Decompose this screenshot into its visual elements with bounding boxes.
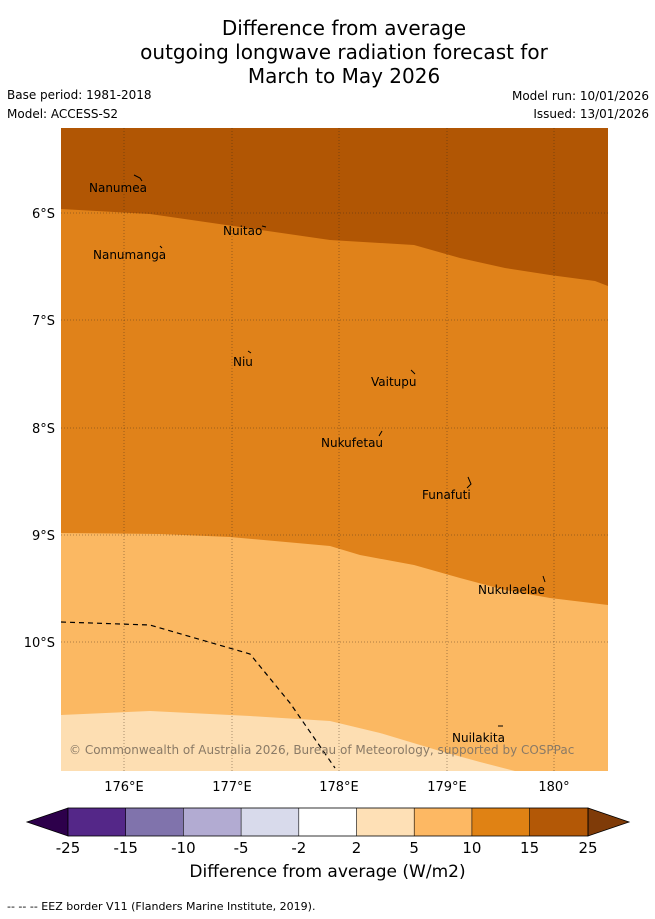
lat-label-6s: 6°S xyxy=(32,207,55,222)
issued-date: Issued: 13/01/2026 xyxy=(533,107,649,121)
lon-label-180: 180° xyxy=(538,780,569,795)
colorbar-tick: 2 xyxy=(352,839,362,857)
colorbar-tick: 25 xyxy=(578,839,597,857)
band-2-5 xyxy=(61,711,515,771)
map-title: Difference from average outgoing longwav… xyxy=(0,16,655,88)
colorbar-tick: -15 xyxy=(113,839,138,857)
colorbar-tick: 5 xyxy=(409,839,419,857)
eez-border xyxy=(61,621,336,769)
copyright-notice: © Commonwealth of Australia 2026, Bureau… xyxy=(69,743,574,757)
colorbar-high-extension xyxy=(587,807,631,837)
colorbar-tick: -10 xyxy=(171,839,196,857)
colorbar-segment xyxy=(414,808,472,836)
lon-tick-labels: 176°E 177°E 178°E 179°E 180° xyxy=(104,780,569,795)
colorbar-segment xyxy=(529,808,588,836)
lon-label-177e: 177°E xyxy=(212,780,252,795)
lat-label-8s: 8°S xyxy=(32,422,55,437)
lon-label-179e: 179°E xyxy=(427,780,467,795)
colorbar-segment xyxy=(125,808,184,836)
place-funafuti: Funafuti xyxy=(422,488,471,502)
map-area: Nanumea Nuitao Nanumanga Niu Vaitupu Nuk… xyxy=(61,128,608,771)
title-line-2: outgoing longwave radiation forecast for xyxy=(140,40,548,64)
lon-label-178e: 178°E xyxy=(319,780,359,795)
band-5-10 xyxy=(61,533,608,771)
place-labels: Nanumea Nuitao Nanumanga Niu Vaitupu Nuk… xyxy=(89,181,545,745)
lat-label-7s: 7°S xyxy=(32,314,55,329)
colorbar-segment xyxy=(241,808,299,836)
colorbar-tick: 15 xyxy=(520,839,539,857)
colorbar-segment xyxy=(68,808,126,836)
colorbar-title: Difference from average (W/m2) xyxy=(189,862,466,882)
colorbar-tick: -2 xyxy=(291,839,306,857)
place-nanumanga: Nanumanga xyxy=(93,248,166,262)
colorbar-segment xyxy=(356,808,415,836)
title-line-3: March to May 2026 xyxy=(247,64,441,88)
title-line-1: Difference from average xyxy=(221,16,467,40)
place-nanumea: Nanumea xyxy=(89,181,147,195)
model-run: Model run: 10/01/2026 xyxy=(511,89,649,103)
island-shapes xyxy=(133,174,546,727)
lon-label-176e: 176°E xyxy=(104,780,144,795)
place-niu: Niu xyxy=(233,355,253,369)
colorbar-segment xyxy=(471,808,530,836)
colorbar: -25 -15 -10 -5 -2 2 5 10 15 25 xyxy=(25,807,631,857)
place-nuilakita: Nuilakita xyxy=(452,731,505,745)
lat-label-9s: 9°S xyxy=(32,529,55,544)
place-nuitao: Nuitao xyxy=(223,224,262,238)
place-vaitupu: Vaitupu xyxy=(371,375,417,389)
colorbar-segment xyxy=(298,808,357,836)
lat-tick-labels: 6°S 7°S 8°S 9°S 10°S xyxy=(24,207,55,651)
eez-legend-note: -- -- -- EEZ border V11 (Flanders Marine… xyxy=(7,900,316,913)
place-nukufetau: Nukufetau xyxy=(321,436,383,450)
lat-label-10s: 10°S xyxy=(24,636,55,651)
model-name: Model: ACCESS-S2 xyxy=(7,107,119,121)
colorbar-tick: 10 xyxy=(462,839,481,857)
colorbar-low-extension xyxy=(25,807,69,837)
place-nukulaelae: Nukulaelae xyxy=(478,583,545,597)
colorbar-segment xyxy=(183,808,242,836)
base-period: Base period: 1981-2018 xyxy=(7,88,152,102)
gridlines xyxy=(61,128,608,771)
colorbar-tick: -5 xyxy=(234,839,249,857)
colorbar-tick: -25 xyxy=(56,839,81,857)
